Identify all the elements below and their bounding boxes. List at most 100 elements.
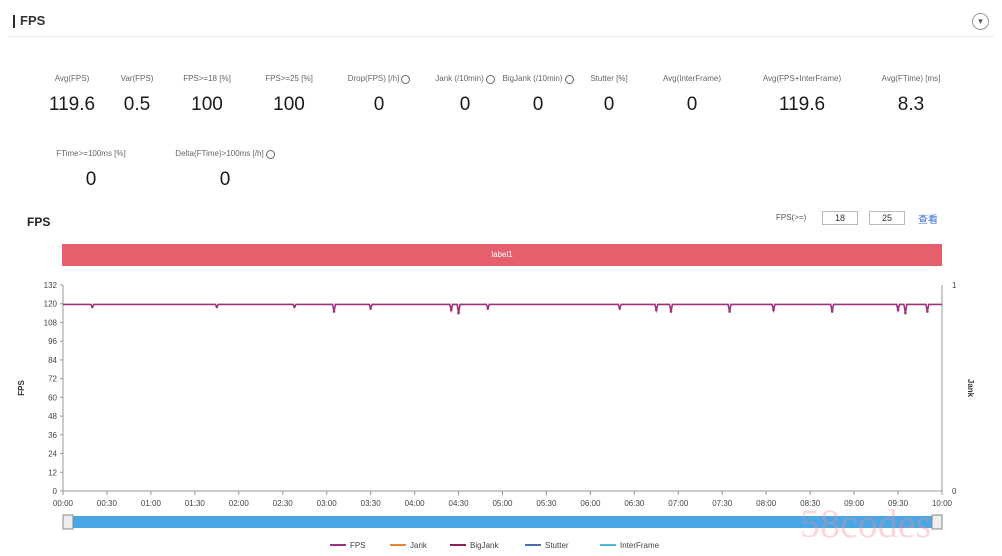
fps-dip-point — [486, 307, 490, 310]
metric-label-text: Avg(InterFrame) — [662, 74, 722, 83]
metric-value: 0 — [85, 169, 97, 190]
info-icon[interactable] — [265, 150, 275, 159]
x-tick-label: 03:00 — [317, 499, 338, 508]
metric-label-text: Drop(FPS) [/h] — [347, 74, 400, 83]
summary-metric: FPS>=25 [%] 100 — [234, 60, 344, 116]
y2-tick-label: 0 — [952, 487, 957, 496]
summary-metric: BigJank (/10min) 0 — [483, 60, 593, 116]
summary-metric: Drop(FPS) [/h] 0 — [324, 60, 434, 116]
fps-dip-point — [830, 310, 834, 313]
x-tick-label: 08:30 — [800, 499, 821, 508]
detail-metric: Delta(FTime)>100ms [/h] 0 — [170, 135, 280, 191]
x-tick-label: 06:30 — [624, 499, 645, 508]
legend-item-interframe[interactable]: InterFrame — [600, 541, 660, 550]
summary-metric: Avg(FTime) [ms] 8.3 — [856, 60, 966, 116]
x-tick-label: 07:30 — [712, 499, 733, 508]
fps-dip-point — [215, 305, 219, 309]
x-tick-label: 04:00 — [405, 499, 426, 508]
x-tick-label: 00:30 — [97, 499, 118, 508]
zoom-handle-left[interactable] — [62, 514, 74, 530]
metric-label-text: Jank (/10min) — [435, 74, 484, 83]
summary-metric: Avg(FPS) 119.6 — [17, 60, 127, 116]
zoom-slider-track — [63, 516, 942, 528]
summary-metric: Avg(InterFrame) 0 — [637, 60, 747, 116]
y-tick-label: 84 — [48, 356, 57, 365]
y-tick-label: 0 — [53, 487, 58, 496]
metric-label: Stutter [%] — [554, 60, 664, 84]
x-tick-label: 01:00 — [141, 499, 162, 508]
legend-item-fps[interactable]: FPS — [330, 541, 366, 550]
y-tick-label: 120 — [44, 300, 58, 309]
threshold-low-input[interactable] — [822, 211, 858, 225]
metric-label: FPS>=25 [%] — [234, 60, 344, 84]
metric-value: 0 — [603, 94, 615, 115]
fps-dip-point — [457, 311, 460, 315]
y-tick-label: 132 — [44, 281, 58, 290]
metric-value: 0 — [532, 94, 544, 115]
x-tick-label: 05:30 — [536, 499, 557, 508]
fps-dip-point — [369, 307, 372, 310]
x-tick-label: 02:00 — [229, 499, 250, 508]
x-tick-label: 08:00 — [756, 499, 777, 508]
x-tick-label: 00:00 — [53, 499, 74, 508]
metric-label-text: FTime>=100ms [%] — [56, 149, 126, 158]
metric-label: Drop(FPS) [/h] — [324, 60, 434, 84]
fps-dip-point — [293, 305, 296, 309]
zoom-handle-right[interactable] — [931, 514, 943, 530]
threshold-high-input[interactable] — [869, 211, 905, 225]
legend-label: Stutter — [545, 541, 569, 550]
info-icon[interactable] — [485, 75, 495, 84]
legend-item-jank[interactable]: Jank — [390, 541, 428, 550]
legend-label: Jank — [410, 541, 428, 550]
fps-dip-point — [728, 310, 731, 313]
query-link[interactable]: 查看 — [918, 215, 938, 226]
y2-tick-label: 1 — [952, 281, 957, 290]
info-icon[interactable] — [564, 75, 574, 84]
metric-label: BigJank (/10min) — [483, 60, 593, 84]
x-tick-label: 05:00 — [492, 499, 513, 508]
fps-dip-point — [618, 307, 621, 310]
y-tick-label: 48 — [48, 412, 57, 421]
fps-chart: 0 12 24 36 48 60 72 84 96 108 120 132 0 1 FPS Jank 00:00… — [17, 281, 975, 550]
summary-metric: Jank (/10min) 0 — [410, 60, 520, 116]
y-tick-label: 108 — [44, 318, 58, 327]
chevron-down-icon[interactable]: ▾ — [972, 13, 989, 30]
header-accent-bar — [13, 15, 15, 28]
fps-dip-point — [655, 308, 658, 312]
x-tick-label: 10:00 — [932, 499, 953, 508]
metric-value: 0 — [219, 169, 231, 190]
metric-label-text: BigJank (/10min) — [502, 74, 563, 83]
label-band[interactable]: label1 — [62, 244, 942, 266]
fps-series-line — [63, 303, 942, 314]
legend-item-bigjank[interactable]: BigJank — [450, 541, 499, 550]
fps-dip-point — [904, 311, 907, 315]
panel-title: FPS — [20, 13, 46, 28]
legend-label: InterFrame — [620, 541, 660, 550]
metric-label: Avg(FPS) — [17, 60, 127, 84]
metric-value: 100 — [191, 94, 223, 115]
metric-value: 0 — [373, 94, 385, 115]
summary-metric: Var(FPS) 0.5 — [82, 60, 192, 116]
summary-metric: Avg(FPS+InterFrame) 119.6 — [747, 60, 857, 116]
metric-label-text: FPS>=18 [%] — [183, 74, 231, 83]
metric-label-text: FPS>=25 [%] — [265, 74, 313, 83]
fps-dip-point — [926, 310, 929, 313]
metric-label: Var(FPS) — [82, 60, 192, 84]
metric-value: 0 — [686, 94, 698, 115]
x-tick-label: 03:30 — [361, 499, 382, 508]
metric-label: Jank (/10min) — [410, 60, 520, 84]
summary-metric: FPS>=18 [%] 100 — [152, 60, 262, 116]
metric-label-text: Avg(FPS) — [54, 74, 90, 83]
y-tick-label: 36 — [48, 431, 57, 440]
metric-label: Avg(FPS+InterFrame) — [747, 60, 857, 84]
legend-label: BigJank — [470, 541, 499, 550]
legend-item-stutter[interactable]: Stutter — [525, 541, 569, 550]
metric-value: 119.6 — [778, 94, 826, 115]
threshold-label: FPS(>=) — [776, 213, 807, 222]
info-icon[interactable] — [401, 75, 411, 84]
x-tick-label: 02:30 — [273, 499, 294, 508]
metric-label-text: Delta(FTime)>100ms [/h] — [175, 149, 264, 158]
metric-label: Avg(FTime) [ms] — [856, 60, 966, 84]
metric-value: 0 — [459, 94, 471, 115]
x-tick-label: 04:30 — [449, 499, 470, 508]
